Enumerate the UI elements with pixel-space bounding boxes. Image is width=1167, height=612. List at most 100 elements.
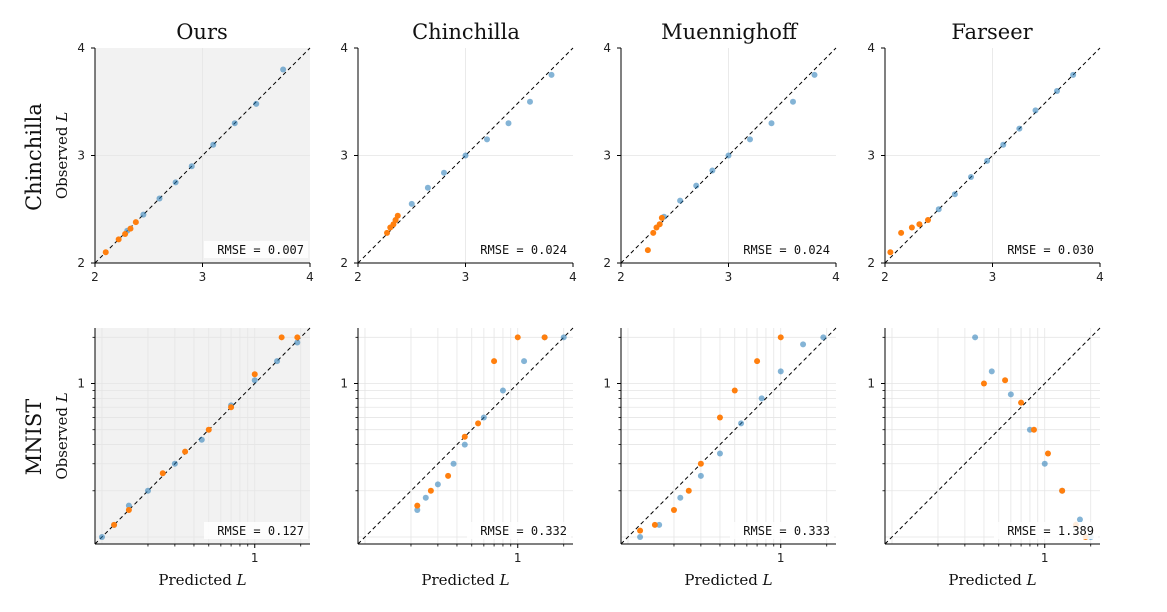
x-axis-label: Predicted L: [684, 571, 772, 589]
fit-point: [450, 460, 457, 467]
holdout-point: [637, 527, 644, 534]
holdout-point: [384, 229, 391, 236]
fit-points: [98, 339, 301, 540]
fit-point: [548, 71, 555, 78]
holdout-point: [127, 225, 134, 232]
holdout-point: [414, 502, 421, 509]
y-axis-label-text: Observed: [53, 122, 71, 199]
y-tick-label: 2: [867, 256, 875, 270]
rmse-label: RMSE = 1.389: [1007, 524, 1094, 538]
fit-point: [210, 141, 217, 148]
holdout-point: [644, 247, 651, 254]
x-tick-label: 2: [881, 270, 889, 284]
fit-point: [251, 377, 258, 384]
x-tick-label: 1: [777, 551, 785, 565]
fit-point: [758, 395, 765, 402]
fit-point: [140, 211, 147, 218]
holdout-point: [251, 371, 258, 378]
x-axis-label: Predicted L: [948, 571, 1036, 589]
holdout-point: [656, 221, 663, 228]
fit-point: [280, 66, 287, 73]
y-tick-label: 2: [340, 256, 348, 270]
ticks: 2 3 4 2 3 4: [867, 41, 1103, 284]
reference-line: [884, 47, 1101, 264]
y-axis-label-text: Observed: [53, 402, 71, 479]
fit-point: [1070, 71, 1077, 78]
y-tick-label: 4: [603, 41, 611, 55]
holdout-point: [115, 236, 122, 243]
fit-point: [505, 120, 512, 127]
rmse-box: [204, 522, 308, 539]
y-axis-label: Observed L: [53, 392, 71, 479]
holdout-point: [908, 224, 915, 231]
fit-point: [499, 387, 506, 394]
holdout-point: [294, 334, 301, 341]
holdout-point: [716, 414, 723, 421]
ticks: 11: [867, 336, 1092, 565]
x-axis-label-text: Predicted: [421, 571, 499, 589]
fit-point: [811, 71, 818, 78]
x-tick-label: 1: [514, 551, 522, 565]
fit-point: [693, 182, 700, 189]
fit-point: [560, 334, 567, 341]
x-tick-label: 2: [354, 270, 362, 284]
holdout-point: [898, 229, 905, 236]
rmse-label: RMSE = 0.333: [743, 524, 830, 538]
ticks: 11: [77, 336, 302, 565]
row-label-mnist: MNIST: [22, 399, 46, 476]
grid: [885, 48, 1100, 263]
fit-point: [1076, 516, 1083, 523]
holdout-point: [475, 420, 482, 427]
ticks: 2 3 4 2 3 4: [603, 41, 839, 284]
rmse-label: RMSE = 0.127: [217, 524, 304, 538]
ticks: 2 3 4 2 3 4: [77, 41, 313, 284]
holdout-point: [658, 214, 665, 221]
x-axis-label: Predicted L: [158, 571, 246, 589]
x-axis-label-text: Predicted: [158, 571, 236, 589]
column-title-ours: Ours: [176, 20, 228, 44]
x-tick-label: 3: [725, 270, 733, 284]
x-axis-label-text: Predicted: [684, 571, 762, 589]
y-tick-label: 4: [340, 41, 348, 55]
holdout-point: [427, 487, 434, 494]
x-tick-label: 4: [1096, 270, 1104, 284]
x-tick-label: 2: [91, 270, 99, 284]
rmse-annotation: RMSE = 0.030: [994, 241, 1098, 258]
column-title-farseer: Farseer: [951, 20, 1033, 44]
holdout-point: [925, 217, 931, 223]
holdout-point: [1059, 487, 1066, 494]
holdout-points: [414, 334, 548, 509]
grid: [621, 328, 836, 544]
holdout-point: [651, 521, 658, 528]
x-axis-label-var: L: [762, 571, 773, 589]
x-tick-label: 4: [306, 270, 314, 284]
holdout-point: [650, 229, 657, 236]
rmse-box: [994, 241, 1098, 258]
fit-point: [1054, 88, 1060, 94]
grid: [95, 328, 310, 544]
fit-point: [125, 502, 132, 509]
rmse-label: RMSE = 0.007: [217, 243, 304, 257]
x-tick-label: 3: [462, 270, 470, 284]
holdout-point: [685, 487, 692, 494]
y-tick-label: 2: [603, 256, 611, 270]
holdout-points: [644, 214, 665, 254]
column-title-chinchilla: Chinchilla: [412, 20, 520, 44]
fit-point: [484, 136, 490, 143]
holdout-point: [541, 334, 548, 341]
y-tick-label: 1: [77, 377, 85, 391]
rmse-label: RMSE = 0.024: [480, 243, 567, 257]
fit-point: [294, 339, 301, 346]
rmse-annotation: RMSE = 0.332: [467, 522, 571, 539]
holdout-point: [102, 249, 109, 256]
y-tick-label: 3: [867, 149, 875, 163]
y-axis-label: Observed L: [53, 112, 71, 199]
fit-point: [637, 533, 644, 540]
